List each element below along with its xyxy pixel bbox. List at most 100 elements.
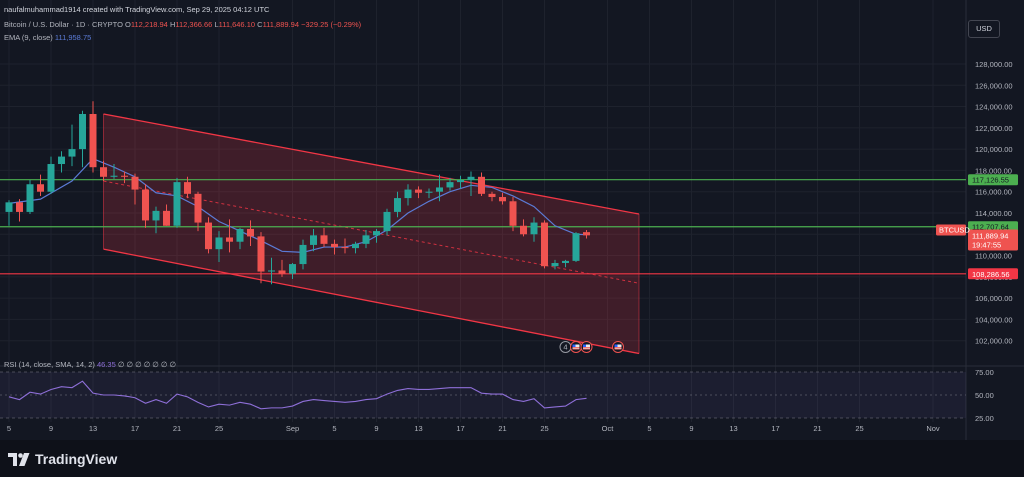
channel-fill: [103, 113, 639, 354]
candle-up: [310, 228, 317, 252]
candle-body: [226, 237, 233, 242]
candle-up: [404, 184, 412, 206]
candle-down: [520, 219, 527, 237]
symbol-tag[interactable]: BTCUSD: [936, 224, 970, 236]
time-tick-label: 5: [7, 424, 11, 433]
candle-body: [457, 179, 464, 183]
candle-body: [425, 191, 433, 193]
price-tick-label: 114,000.00: [975, 209, 1012, 218]
rsi-tick-label: 50.00: [975, 391, 994, 400]
channel-upper-line[interactable]: [103, 113, 640, 215]
candle-up: [467, 171, 475, 196]
symbol-name[interactable]: Bitcoin / U.S. Dollar · 1D · CRYPTO: [4, 20, 123, 29]
candle-body: [446, 182, 454, 188]
channel-lower-line[interactable]: [103, 248, 640, 355]
flag-field: [614, 344, 622, 350]
candle-up: [68, 124, 76, 167]
time-tick-label: Nov: [926, 424, 940, 433]
price-tick-label: 120,000.00: [975, 145, 1013, 154]
high-label: H: [169, 20, 176, 29]
candle-up: [394, 191, 401, 218]
price-tick-label: 118,000.00: [975, 166, 1012, 175]
candles: [5, 101, 590, 285]
time-tick-label: 5: [332, 424, 336, 433]
flag-field: [583, 344, 590, 350]
high-value: 112,366.66: [175, 20, 213, 29]
currency-button[interactable]: USD: [968, 20, 1000, 38]
ohlc-legend: Bitcoin / U.S. Dollar · 1D · CRYPTO O112…: [4, 20, 361, 29]
candle-up: [289, 263, 296, 279]
ema-legend[interactable]: EMA (9, close) 111,958.75: [4, 33, 91, 42]
candle-body: [100, 167, 107, 177]
candle-body: [572, 233, 580, 261]
time-tick-label: 25: [215, 424, 223, 433]
flag-canton: [572, 344, 576, 347]
candle-up: [530, 217, 538, 242]
candle-body: [236, 228, 244, 242]
candle-body: [373, 231, 380, 236]
candle-down: [184, 176, 191, 199]
candle-body: [257, 236, 265, 272]
candle-body: [467, 176, 475, 180]
us-flag-event-icon[interactable]: [570, 341, 582, 353]
candle-body: [79, 113, 86, 150]
candle-up: [373, 228, 380, 243]
price-tick-label: 116,000.00: [975, 188, 1012, 197]
event-count-icon[interactable]: 4: [559, 341, 572, 353]
rsi-line: [8, 380, 587, 410]
last-price-value: 111,889.94: [972, 231, 1008, 240]
candle-up: [110, 164, 118, 179]
us-flag-event-icon[interactable]: [612, 341, 624, 353]
price-tick-label: 124,000.00: [975, 103, 1013, 112]
candle-down: [499, 192, 506, 205]
level-price-tag[interactable]: 117,126.55: [968, 174, 1018, 186]
level-price-tag[interactable]: 108,286.56: [968, 268, 1018, 280]
price-tick-label: 106,000.00: [975, 294, 1013, 303]
candle-body: [394, 198, 401, 212]
us-flag-event-icon[interactable]: [580, 341, 593, 353]
rsi-tick-label: 25.00: [975, 414, 994, 423]
channel-middle-line[interactable]: [103, 180, 640, 284]
time-tick-label: 13: [729, 424, 737, 433]
close-label: C: [257, 20, 263, 29]
candle-body: [289, 264, 296, 274]
candle-down: [488, 191, 496, 202]
regression-channel[interactable]: [103, 113, 640, 355]
candle-down: [194, 191, 202, 232]
ema-value: 111,958.75: [54, 33, 92, 42]
candle-body: [310, 235, 317, 245]
level-tag-bg: [968, 268, 1018, 280]
attribution-text: naufalmuhammad1914 created with TradingV…: [4, 5, 270, 14]
candle-body: [583, 232, 590, 236]
rsi-legend[interactable]: RSI (14, close, SMA, 14, 2) 46.35 ∅ ∅ ∅ …: [4, 360, 176, 369]
candle-down: [226, 219, 233, 253]
candle-body: [341, 247, 349, 249]
event-markers[interactable]: 4: [559, 341, 624, 353]
candle-body: [488, 193, 496, 198]
candle-body: [520, 225, 527, 235]
time-tick-label: 21: [173, 424, 181, 433]
candle-body: [320, 235, 328, 244]
candle-body: [478, 176, 485, 194]
tradingview-logo[interactable]: TradingView: [8, 451, 117, 467]
candle-body: [247, 228, 254, 237]
time-axis[interactable]: 5 9 13 17 21 25 Sep 5 9 13 17 21 25 Oct 5 9 13 17 21 25 Nov: [7, 424, 940, 433]
open-value: 112,218.94: [130, 20, 168, 29]
candle-up: [79, 110, 86, 168]
candle-down: [341, 238, 349, 254]
chart-canvas[interactable]: 4 102,000.00104,000.00106,000.00108,000.…: [0, 0, 1024, 440]
candle-up: [457, 175, 464, 189]
price-axis[interactable]: 102,000.00104,000.00106,000.00108,000.00…: [936, 60, 1018, 423]
last-price-bg: [968, 229, 1018, 251]
price-tick-label: 126,000.00: [975, 81, 1013, 90]
time-tick-label: Oct: [602, 424, 615, 433]
candle-up: [436, 174, 443, 202]
candle-body: [562, 260, 569, 264]
event-count-label: 4: [563, 343, 567, 352]
low-label: L: [214, 20, 219, 29]
candle-up: [173, 177, 181, 228]
candle-body: [331, 243, 338, 248]
candle-down: [131, 173, 139, 205]
price-tick-label: 110,000.00: [975, 252, 1012, 261]
